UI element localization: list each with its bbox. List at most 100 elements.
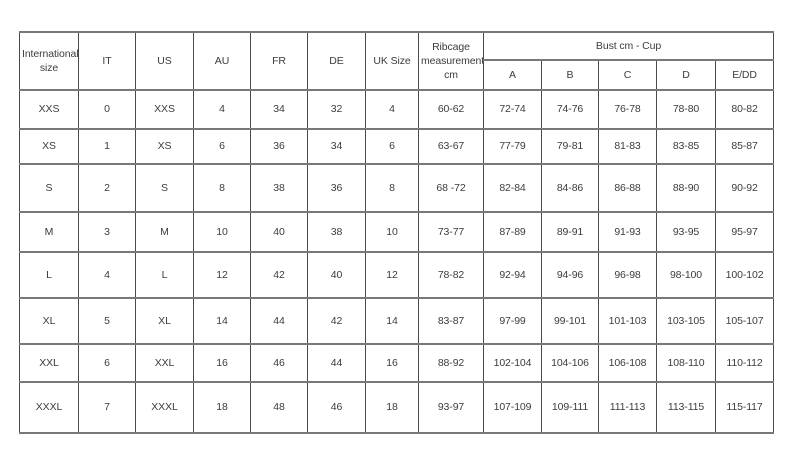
table-cell: 14 <box>193 297 251 345</box>
bust-group-header: Bust cm - Cup <box>482 31 775 61</box>
table-cell: 88-90 <box>656 163 716 213</box>
table-cell: 89-91 <box>541 211 599 253</box>
table-cell: 68 -72 <box>418 163 484 213</box>
table-cell: 6 <box>78 343 136 383</box>
col-header-fr: FR <box>250 31 308 91</box>
table-cell: 73-77 <box>418 211 484 253</box>
table-cell: 90-92 <box>714 163 775 213</box>
table-cell: 84-86 <box>541 163 599 213</box>
table-cell: 42 <box>307 297 366 345</box>
table-row-xxl: XXL 6 XXL 16 46 44 16 88-92 102-104 104-… <box>19 343 775 383</box>
table-cell: 10 <box>365 211 419 253</box>
table-cell: 2 <box>78 163 136 213</box>
table-cell: 115-117 <box>714 381 775 434</box>
table-cell: 76-78 <box>598 89 657 130</box>
table-cell: 1 <box>78 128 136 165</box>
col-header-us: US <box>135 31 194 91</box>
table-cell: 96-98 <box>598 251 657 299</box>
table-cell: 44 <box>307 343 366 383</box>
table-cell: 4 <box>365 89 419 130</box>
table-cell: XL <box>19 297 79 345</box>
table-cell: 6 <box>193 128 251 165</box>
table-cell: 12 <box>365 251 419 299</box>
table-cell: 100-102 <box>714 251 775 299</box>
table-cell: 5 <box>78 297 136 345</box>
table-cell: 77-79 <box>483 128 542 165</box>
table-cell: 92-94 <box>483 251 542 299</box>
table-cell: 86-88 <box>598 163 657 213</box>
table-row-s: S 2 S 8 38 36 8 68 -72 82-84 84-86 86-88… <box>19 163 775 213</box>
size-conversion-table: International size IT US AU FR DE UK Siz… <box>19 31 775 434</box>
col-header-au: AU <box>193 31 251 91</box>
table-cell: 78-82 <box>418 251 484 299</box>
table-cell: 40 <box>307 251 366 299</box>
table-cell: 81-83 <box>598 128 657 165</box>
table-cell: 60-62 <box>418 89 484 130</box>
header-row-cups: A B C D E/DD <box>20 59 775 91</box>
table-cell: 44 <box>250 297 308 345</box>
table-cell: XXS <box>135 89 194 130</box>
header-row-top: International size IT US AU FR DE UK Siz… <box>19 31 775 91</box>
table-cell: 18 <box>193 381 251 434</box>
cup-header-a: A <box>483 59 542 91</box>
table-cell: 8 <box>193 163 251 213</box>
table-cell: 8 <box>365 163 419 213</box>
table-cell: 32 <box>307 89 366 130</box>
table-cell: 91-93 <box>598 211 657 253</box>
table-cell: 10 <box>193 211 251 253</box>
table-cell: 103-105 <box>656 297 716 345</box>
table-cell: 34 <box>250 89 308 130</box>
table-cell: 6 <box>365 128 419 165</box>
table-cell: 4 <box>78 251 136 299</box>
table-row-xl: XL 5 XL 14 44 42 14 83-87 97-99 99-101 1… <box>19 297 775 345</box>
table-cell: 106-108 <box>598 343 657 383</box>
table-cell: 12 <box>193 251 251 299</box>
table-cell: 99-101 <box>541 297 599 345</box>
table-row-m: M 3 M 10 40 38 10 73-77 87-89 89-91 91-9… <box>19 211 775 253</box>
table-cell: 97-99 <box>483 297 542 345</box>
table-cell: 110-112 <box>714 343 775 383</box>
table-cell: 4 <box>193 89 251 130</box>
cup-header-c: C <box>598 59 657 91</box>
table-cell: 95-97 <box>714 211 775 253</box>
table-cell: 38 <box>250 163 308 213</box>
col-header-uk-size: UK Size <box>365 31 419 91</box>
table-cell: XXL <box>135 343 194 383</box>
table-cell: 104-106 <box>541 343 599 383</box>
table-cell: 0 <box>78 89 136 130</box>
table-body: XXS 0 XXS 4 34 32 4 60-62 72-74 74-76 76… <box>19 89 775 434</box>
table-cell: 7 <box>78 381 136 434</box>
table-cell: XXXL <box>135 381 194 434</box>
table-cell: 108-110 <box>656 343 716 383</box>
table-cell: XL <box>135 297 194 345</box>
table-cell: 82-84 <box>483 163 542 213</box>
table-cell: XS <box>19 128 79 165</box>
col-header-international-size: International size <box>19 31 79 91</box>
col-header-ribcage: Ribcage measurements cm <box>418 31 484 91</box>
table-cell: 85-87 <box>714 128 775 165</box>
cup-header-b: B <box>541 59 599 91</box>
table-cell: 46 <box>307 381 366 434</box>
table-cell: 16 <box>193 343 251 383</box>
table-cell: 34 <box>307 128 366 165</box>
table-cell: 38 <box>307 211 366 253</box>
table-cell: 88-92 <box>418 343 484 383</box>
table-row-xs: XS 1 XS 6 36 34 6 63-67 77-79 79-81 81-8… <box>19 128 775 165</box>
table-cell: 102-104 <box>483 343 542 383</box>
table-cell: 18 <box>365 381 419 434</box>
table-cell: XXL <box>19 343 79 383</box>
table-cell: 94-96 <box>541 251 599 299</box>
table-cell: 93-97 <box>418 381 484 434</box>
table-cell: L <box>135 251 194 299</box>
table-cell: 83-85 <box>656 128 716 165</box>
table-cell: 40 <box>250 211 308 253</box>
table-cell: XS <box>135 128 194 165</box>
table-cell: M <box>135 211 194 253</box>
table-cell: 48 <box>250 381 308 434</box>
table-cell: XXS <box>19 89 79 130</box>
table-cell: 36 <box>250 128 308 165</box>
table-cell: 78-80 <box>656 89 716 130</box>
table-cell: 98-100 <box>656 251 716 299</box>
table-cell: 3 <box>78 211 136 253</box>
